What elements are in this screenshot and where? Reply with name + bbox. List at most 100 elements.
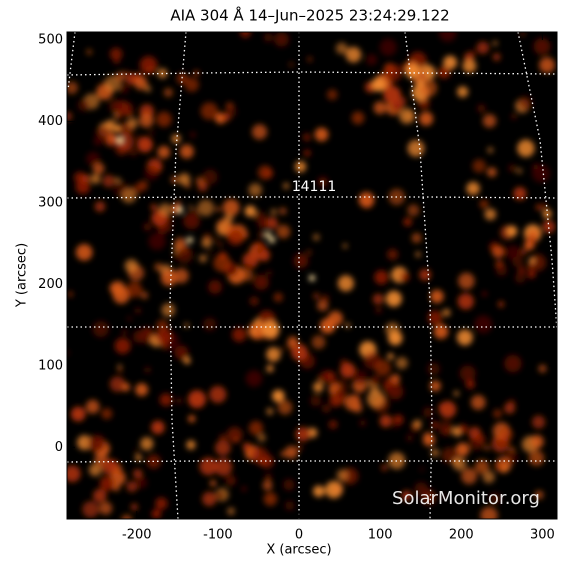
emission-blob: [222, 112, 231, 122]
emission-blob: [456, 329, 473, 346]
emission-blob: [313, 292, 320, 300]
bright-point: [265, 232, 271, 238]
emission-blob: [326, 89, 338, 101]
emission-blob: [213, 254, 231, 272]
emission-blob: [280, 451, 287, 458]
emission-blob: [137, 136, 153, 153]
emission-blob: [135, 454, 142, 462]
emission-blob: [492, 246, 504, 258]
emission-blob: [333, 388, 343, 397]
emission-blob: [174, 345, 189, 360]
emission-blob: [459, 365, 476, 382]
emission-blob: [134, 135, 140, 140]
emission-blob: [442, 308, 451, 317]
emission-blob: [158, 203, 172, 217]
emission-blob: [173, 268, 189, 284]
emission-blob: [171, 134, 181, 144]
emission-blob: [427, 362, 440, 376]
emission-blob: [259, 232, 264, 238]
emission-blob: [476, 41, 490, 54]
emission-blob: [67, 465, 81, 483]
emission-blob: [312, 233, 320, 241]
emission-blob: [93, 137, 102, 146]
emission-blob: [489, 493, 501, 504]
emission-blob: [520, 248, 527, 256]
emission-blob: [283, 182, 290, 190]
emission-blob: [329, 393, 343, 407]
emission-blob: [272, 389, 285, 403]
emission-blob: [183, 212, 200, 230]
emission-blob: [67, 111, 73, 121]
emission-blob: [294, 161, 307, 173]
emission-blob: [413, 419, 422, 429]
emission-blob: [232, 327, 247, 342]
emission-blob: [458, 272, 475, 290]
emission-blob: [506, 225, 518, 237]
emission-blob: [188, 205, 193, 210]
emission-blob: [422, 434, 436, 447]
emission-blob: [352, 370, 368, 385]
emission-blob: [279, 207, 287, 215]
emission-blob: [392, 423, 399, 429]
emission-blob: [328, 420, 338, 429]
emission-blob: [184, 322, 189, 328]
emission-blob: [439, 401, 457, 419]
emission-blob: [157, 145, 171, 159]
emission-blob: [151, 509, 162, 519]
emission-blob: [387, 353, 394, 360]
emission-blob: [172, 253, 177, 259]
emission-blob: [188, 415, 196, 423]
emission-blob: [499, 427, 514, 442]
emission-blob: [538, 364, 547, 373]
emission-blob: [94, 201, 106, 212]
emission-blob: [240, 268, 254, 282]
emission-blob: [482, 291, 487, 296]
emission-blob: [399, 272, 410, 282]
emission-blob: [395, 96, 407, 107]
emission-blob: [203, 317, 217, 331]
emission-blob: [130, 503, 138, 511]
emission-blob: [317, 176, 328, 187]
emission-blob: [518, 266, 526, 275]
emission-blob: [524, 240, 534, 251]
emission-blob: [223, 213, 234, 224]
emission-blob: [516, 168, 523, 174]
heliographic-grid: [67, 32, 557, 519]
emission-blob: [263, 492, 278, 506]
emission-blob: [295, 426, 311, 442]
y-tick-label: 100: [38, 358, 63, 373]
emission-blob: [534, 490, 544, 500]
emission-blob: [88, 434, 106, 453]
emission-blob: [401, 490, 412, 501]
emission-blob: [77, 99, 90, 112]
emission-blob: [81, 174, 91, 183]
emission-blob: [117, 364, 122, 369]
emission-blob: [225, 475, 237, 486]
emission-blob: [258, 219, 269, 230]
emission-blob: [112, 287, 130, 304]
emission-blob: [438, 66, 451, 79]
emission-blob: [117, 367, 123, 373]
emission-blob: [208, 280, 222, 294]
emission-blob: [140, 291, 149, 300]
emission-blob: [535, 204, 542, 211]
emission-blob: [143, 222, 152, 231]
emission-blob: [293, 253, 309, 269]
region-label: 14111: [292, 179, 337, 195]
emission-blob: [140, 437, 154, 451]
emission-blob: [433, 324, 449, 339]
emission-blob: [88, 463, 102, 477]
emission-blob: [484, 445, 490, 451]
emission-blob: [462, 59, 477, 73]
emission-blob: [381, 464, 388, 471]
emission-blob: [109, 47, 123, 61]
emission-blob: [129, 148, 138, 157]
emission-blob: [265, 216, 278, 230]
emission-blob: [114, 58, 120, 64]
emission-blob: [482, 114, 497, 128]
emission-blob: [222, 199, 240, 216]
emission-blob: [132, 330, 146, 344]
emission-blob: [387, 248, 399, 260]
emission-blob: [495, 456, 512, 473]
emission-blob: [113, 124, 122, 133]
